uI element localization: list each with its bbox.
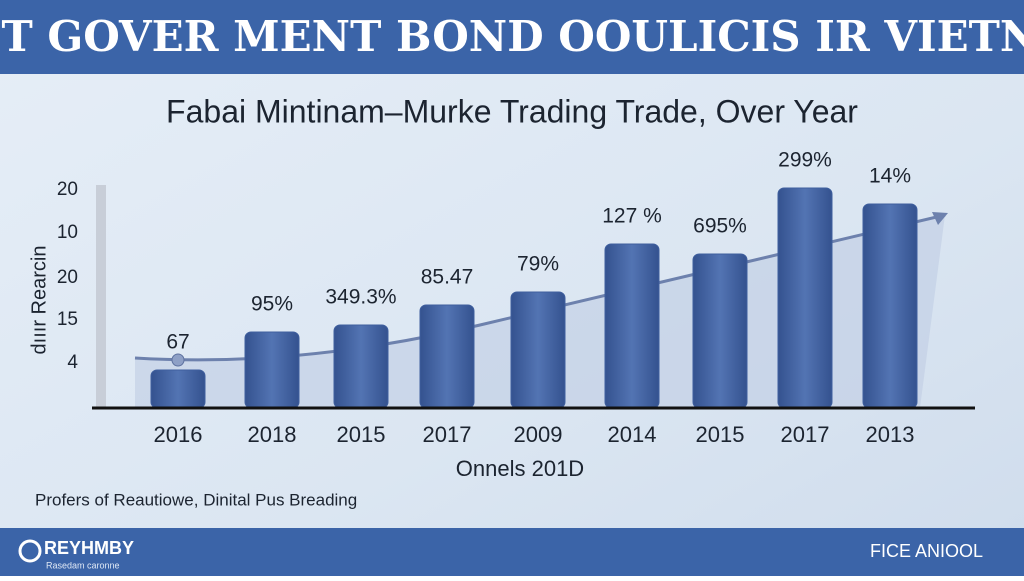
bar-annotation: 349.3% bbox=[325, 286, 396, 309]
x-tick-label: 2018 bbox=[248, 422, 297, 447]
bar bbox=[510, 291, 566, 409]
bar-annotation: 127 % bbox=[602, 205, 662, 228]
trend-point bbox=[171, 353, 185, 367]
bar-annotation: 95% bbox=[251, 293, 293, 316]
y-axis-label: 20 bbox=[57, 267, 78, 288]
y-axis-label: 15 bbox=[57, 309, 78, 330]
y-axis-bar bbox=[96, 185, 106, 408]
x-tick-label: 2015 bbox=[337, 422, 386, 447]
y-axis-label: 4 bbox=[67, 352, 78, 373]
x-tick-label: 2015 bbox=[696, 422, 745, 447]
marks: 20102015467201695%2018349.3%201585.47201… bbox=[57, 149, 918, 447]
x-tick-label: 2016 bbox=[154, 422, 203, 447]
y-axis-label: 10 bbox=[57, 222, 78, 243]
x-tick-label: 2013 bbox=[866, 422, 915, 447]
x-tick-label: 2017 bbox=[781, 422, 830, 447]
bar bbox=[333, 324, 389, 409]
bar bbox=[150, 369, 206, 409]
bar-annotation: 695% bbox=[693, 215, 747, 238]
bar bbox=[419, 304, 475, 409]
trend-arrow bbox=[932, 212, 948, 225]
bar-annotation: 14% bbox=[869, 165, 911, 188]
bar-annotation: 67 bbox=[166, 331, 189, 354]
footer-left: REYHMBY bbox=[44, 538, 134, 558]
header-title: HIBT GOVER MENT BOND OOULICIS IR VIETNAM bbox=[0, 12, 1024, 61]
footer-band bbox=[0, 528, 1024, 576]
x-axis-title: Onnels 201D bbox=[456, 456, 584, 481]
footer-logo bbox=[18, 539, 42, 563]
header-band bbox=[0, 0, 1024, 74]
y-axis-label: 20 bbox=[57, 179, 78, 200]
y-axis-title: dııır Rearcin bbox=[28, 246, 50, 355]
bar-annotation: 79% bbox=[517, 253, 559, 276]
bar bbox=[777, 187, 833, 409]
footer-left-sub: Rasedam caronne bbox=[46, 560, 120, 570]
bar bbox=[862, 203, 918, 409]
x-tick-label: 2017 bbox=[423, 422, 472, 447]
chart-title: Fabai Mintinam–Murke Trading Trade, Over… bbox=[166, 93, 858, 129]
note: Profers of Reautiowe, Dinital Pus Breadi… bbox=[35, 490, 357, 509]
bar-annotation: 85.47 bbox=[421, 266, 474, 289]
bar-annotation: 299% bbox=[778, 149, 832, 172]
x-tick-label: 2009 bbox=[514, 422, 563, 447]
bar bbox=[244, 331, 300, 409]
footer-right: FICE ANIOOL bbox=[870, 541, 983, 561]
bar bbox=[604, 243, 660, 409]
x-tick-label: 2014 bbox=[608, 422, 657, 447]
bar bbox=[692, 253, 748, 409]
